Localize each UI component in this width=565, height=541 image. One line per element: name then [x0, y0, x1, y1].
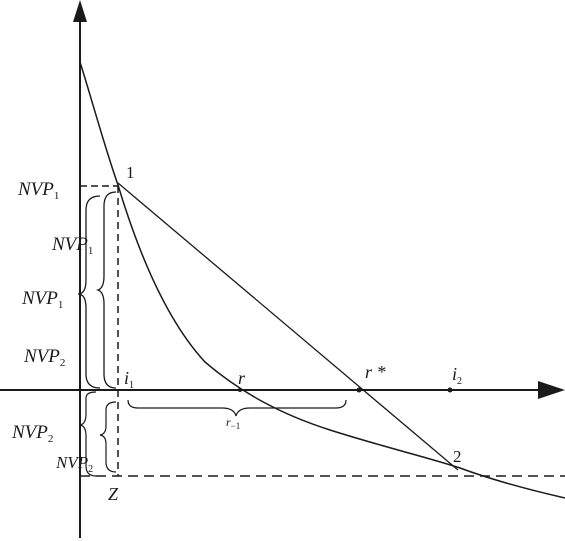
- nvp1-brace-inner: [95, 191, 117, 389]
- label-nvp1-top: NVP1: [17, 179, 59, 202]
- nvp2-brace-inner: [99, 401, 117, 473]
- label-point-2: 2: [453, 447, 462, 466]
- secant-line: [117, 182, 459, 471]
- r-point: [238, 388, 242, 392]
- y-axis-arrow-icon: [73, 0, 87, 22]
- r-interval-brace: [127, 399, 347, 417]
- label-nvp2-upper: NVP2: [23, 346, 65, 369]
- label-nvp1-low: NVP1: [21, 288, 63, 311]
- label-point-1: 1: [126, 163, 135, 182]
- label-nvp1-mid: NVP1: [51, 234, 93, 257]
- label-i1: i1: [124, 368, 134, 391]
- label-r-minus: r−1: [226, 415, 240, 431]
- nvp1-brace-outer: [77, 195, 101, 389]
- npv-curve: [79, 61, 565, 499]
- r-star-point: [356, 387, 362, 393]
- label-r: r: [238, 368, 246, 388]
- label-r-star: r *: [365, 362, 386, 382]
- label-z: Z: [108, 484, 119, 504]
- x-axis-arrow-icon: [538, 381, 565, 399]
- nvp2-brace-outer: [79, 391, 97, 477]
- label-nvp2-bottom: NVP2: [55, 453, 93, 475]
- label-nvp2-lower: NVP2: [11, 422, 53, 445]
- label-i2: i2: [452, 364, 462, 387]
- i2-point: [447, 387, 453, 393]
